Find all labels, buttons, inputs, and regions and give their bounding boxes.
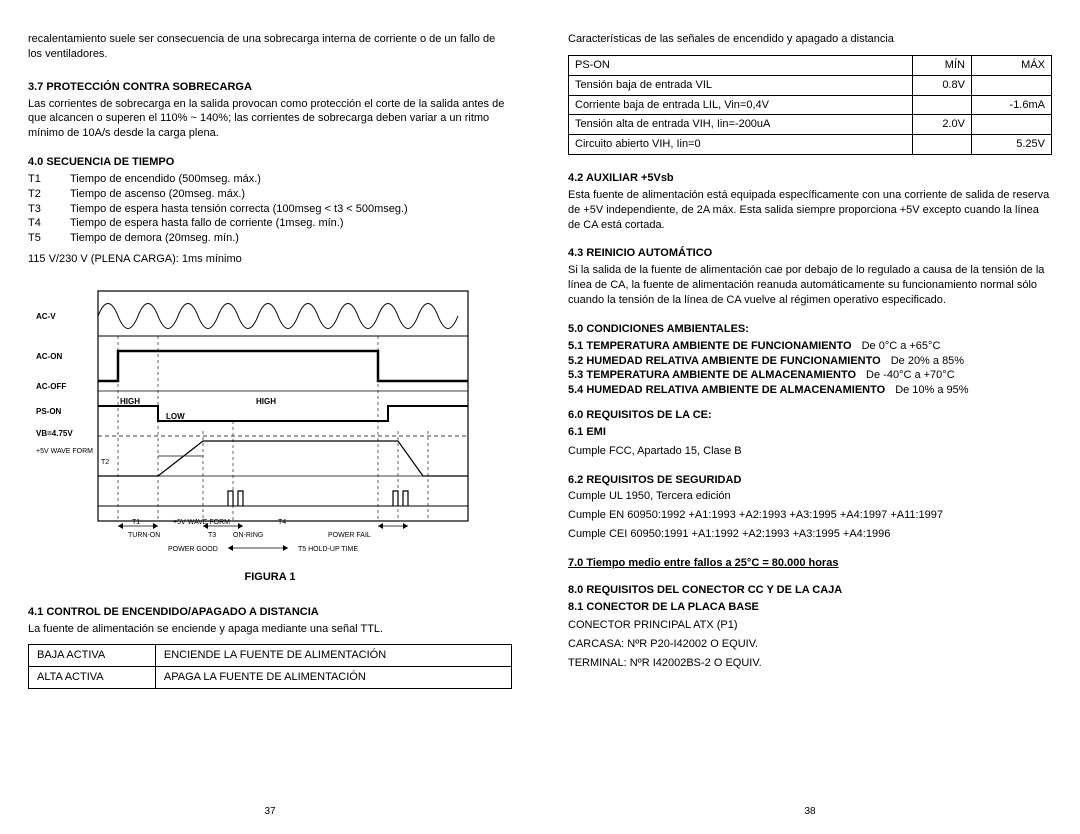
timing-row: T2Tiempo de ascenso (20mseg. máx.) [28, 187, 512, 202]
section-5-0-title: 5.0 CONDICIONES AMBIENTALES: [568, 322, 1052, 337]
environment-list: 5.1 TEMPERATURA AMBIENTE DE FUNCIONAMIEN… [568, 339, 1052, 398]
section-6-2-body: Cumple UL 1950, Tercera edición [568, 489, 1052, 504]
svg-text:+5V WAVE FORM: +5V WAVE FORM [36, 448, 93, 455]
section-4-2-body: Esta fuente de alimentación está equipad… [568, 188, 1052, 233]
svg-text:HIGH: HIGH [256, 397, 276, 406]
section-4-0-title: 4.0 SECUENCIA DE TIEMPO [28, 155, 512, 170]
svg-text:T3: T3 [208, 532, 216, 539]
svg-text:+5V WAVE FORM: +5V WAVE FORM [173, 519, 230, 526]
control-table: BAJA ACTIVA ENCIENDE LA FUENTE DE ALIMEN… [28, 644, 512, 689]
svg-text:AC-OFF: AC-OFF [36, 382, 66, 391]
section-4-1-body: La fuente de alimentación se enciende y … [28, 622, 512, 637]
svg-text:ON-RING: ON-RING [233, 532, 263, 539]
table-row: Tensión baja de entrada VIL 0.8V [569, 75, 1052, 95]
section-4-3-title: 4.3 REINICIO AUTOMÁTICO [568, 246, 1052, 261]
section-4-2-title: 4.2 AUXILIAR +5Vsb [568, 171, 1052, 186]
section-6-2-body: Cumple EN 60950:1992 +A1:1993 +A2:1993 +… [568, 508, 1052, 523]
timing-row: T3Tiempo de espera hasta tensión correct… [28, 202, 512, 217]
section-7-0-title: 7.0 Tiempo medio entre fallos a 25°C = 8… [568, 556, 1052, 571]
table-row: PS-ON MÍN MÁX [569, 55, 1052, 75]
timing-row: T4Tiempo de espera hasta fallo de corrie… [28, 216, 512, 231]
table-row: Tensión alta de entrada VIH, Iin=-200uA … [569, 115, 1052, 135]
signal-table: PS-ON MÍN MÁX Tensión baja de entrada VI… [568, 55, 1052, 155]
section-3-7-body: Las corrientes de sobrecarga en la salid… [28, 97, 512, 142]
timing-list: T1Tiempo de encendido (500mseg. máx.) T2… [28, 172, 512, 246]
svg-text:AC-V: AC-V [36, 312, 56, 321]
svg-text:LOW: LOW [166, 412, 185, 421]
voltage-line: 115 V/230 V (PLENA CARGA): 1ms mínimo [28, 252, 512, 267]
signal-intro: Características de las señales de encend… [568, 32, 1052, 47]
svg-text:T5 HOLD-UP TIME: T5 HOLD-UP TIME [298, 546, 358, 553]
table-row: ALTA ACTIVA APAGA LA FUENTE DE ALIMENTAC… [29, 667, 512, 689]
table-row: BAJA ACTIVA ENCIENDE LA FUENTE DE ALIMEN… [29, 645, 512, 667]
svg-text:T2: T2 [101, 459, 109, 466]
section-8-1-body: TERMINAL: NºR I42002BS-2 O EQUIV. [568, 656, 1052, 671]
left-column: recalentamiento suele ser consecuencia d… [28, 32, 516, 822]
page-number: 37 [28, 785, 512, 819]
intro-text: recalentamiento suele ser consecuencia d… [28, 32, 512, 62]
figure-1: HIGH HIGH LOW T2 [28, 281, 512, 589]
table-row: Circuito abierto VIH, Iin=0 5.25V [569, 135, 1052, 155]
section-4-3-body: Si la salida de la fuente de alimentació… [568, 263, 1052, 308]
svg-text:VB=4.75V: VB=4.75V [36, 429, 73, 438]
svg-text:PS-ON: PS-ON [36, 407, 62, 416]
section-6-2-body: Cumple CEI 60950:1991 +A1:1992 +A2:1993 … [568, 527, 1052, 542]
svg-text:HIGH: HIGH [120, 397, 140, 406]
section-8-0-title: 8.0 REQUISITOS DEL CONECTOR CC Y DE LA C… [568, 583, 1052, 598]
env-row: 5.4 HUMEDAD RELATIVA AMBIENTE DE ALMACEN… [568, 383, 1052, 398]
timing-row: T5Tiempo de demora (20mseg. mín.) [28, 231, 512, 246]
figure-1-caption: FIGURA 1 [28, 570, 512, 585]
page-number: 38 [568, 785, 1052, 819]
env-row: 5.3 TEMPERATURA AMBIENTE DE ALMACENAMIEN… [568, 368, 1052, 383]
section-4-1-title: 4.1 CONTROL DE ENCENDIDO/APAGADO A DISTA… [28, 605, 512, 620]
svg-text:POWER GOOD: POWER GOOD [168, 546, 218, 553]
svg-text:POWER FAIL: POWER FAIL [328, 532, 371, 539]
section-6-0-title: 6.0 REQUISITOS DE LA CE: [568, 408, 1052, 423]
section-3-7-title: 3.7 PROTECCIÓN CONTRA SOBRECARGA [28, 80, 512, 95]
svg-text:T1: T1 [132, 519, 140, 526]
section-6-1-title: 6.1 EMI [568, 425, 1052, 440]
section-8-1-body: CARCASA: NºR P20-I42002 O EQUIV. [568, 637, 1052, 652]
section-6-2-title: 6.2 REQUISITOS DE SEGURIDAD [568, 473, 1052, 488]
env-row: 5.2 HUMEDAD RELATIVA AMBIENTE DE FUNCION… [568, 354, 1052, 369]
svg-text:TURN-ON: TURN-ON [128, 532, 160, 539]
right-column: Características de las señales de encend… [564, 32, 1052, 822]
svg-text:T4: T4 [278, 519, 286, 526]
section-6-1-body: Cumple FCC, Apartado 15, Clase B [568, 444, 1052, 459]
section-8-1-body: CONECTOR PRINCIPAL ATX (P1) [568, 618, 1052, 633]
table-row: Corriente baja de entrada LIL, Vin=0,4V … [569, 95, 1052, 115]
env-row: 5.1 TEMPERATURA AMBIENTE DE FUNCIONAMIEN… [568, 339, 1052, 354]
svg-text:AC-ON: AC-ON [36, 352, 62, 361]
timing-diagram: HIGH HIGH LOW T2 [28, 281, 488, 561]
section-8-1-title: 8.1 CONECTOR DE LA PLACA BASE [568, 600, 1052, 615]
timing-row: T1Tiempo de encendido (500mseg. máx.) [28, 172, 512, 187]
